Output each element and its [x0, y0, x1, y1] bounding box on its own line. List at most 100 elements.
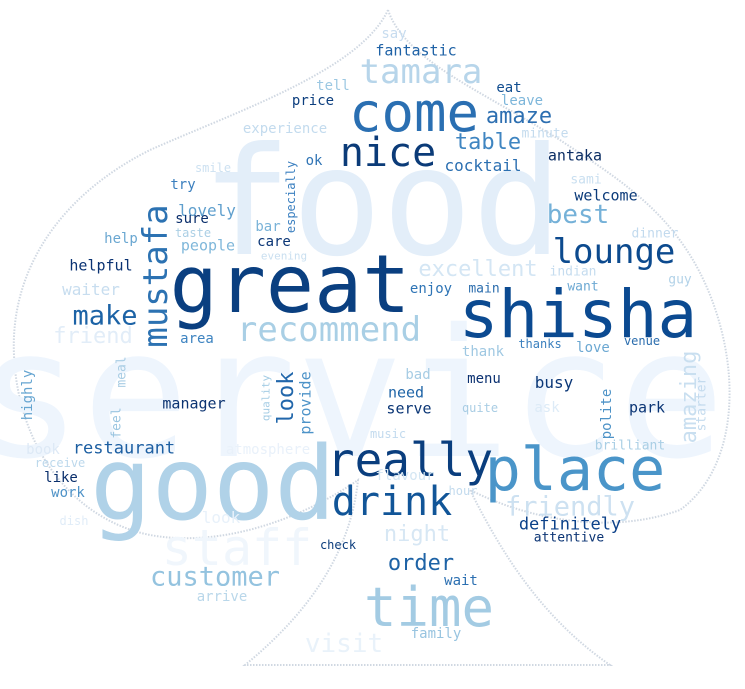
word-come: come: [348, 81, 480, 144]
word-amaze: amaze: [485, 104, 553, 129]
word-friendly: friendly: [504, 491, 636, 523]
word-check: check: [319, 538, 357, 552]
word-drink: drink: [331, 479, 453, 525]
word-evening: evening: [260, 249, 308, 263]
word-look-faint: look: [201, 508, 241, 527]
word-flavour: flavour: [375, 468, 435, 484]
word-work: work: [51, 485, 85, 501]
word-bar: bar: [255, 219, 281, 235]
word-especially: especially: [284, 160, 298, 234]
word-dinner: dinner: [631, 226, 679, 242]
word-people: people: [180, 236, 236, 255]
word-ok: ok: [305, 153, 323, 169]
word-need: need: [387, 383, 425, 402]
word-recommend: recommend: [236, 310, 422, 350]
word-table: table: [454, 130, 522, 155]
word-ask: ask: [534, 400, 560, 416]
word-quite: quite: [461, 401, 499, 415]
word-wait: wait: [444, 573, 478, 589]
word-care: care: [257, 234, 291, 250]
word-antaka: antaka: [547, 146, 603, 165]
word-menu: menu: [467, 371, 501, 387]
word-want: want: [567, 279, 599, 295]
word-tamara: tamara: [359, 52, 483, 92]
word-waiter: waiter: [62, 280, 120, 299]
word-feel: feel: [109, 407, 125, 439]
word-love: love: [576, 340, 610, 356]
word-price: price: [291, 93, 335, 109]
word-highly: highly: [20, 369, 36, 421]
word-help: help: [104, 231, 138, 247]
word-quality: quality: [259, 374, 273, 422]
word-thanks: thanks: [518, 337, 562, 351]
word-indian: indian: [549, 264, 597, 280]
word-say: say: [381, 26, 407, 42]
word-welcome: welcome: [574, 186, 638, 205]
word-hour: hour: [448, 484, 478, 498]
word-busy: busy: [534, 373, 574, 392]
word-receive: receive: [34, 456, 86, 470]
word-atmosphere: atmosphere: [225, 442, 311, 458]
word-enjoy: enjoy: [409, 281, 453, 297]
word-like: like: [44, 470, 78, 486]
word-music: music: [369, 427, 407, 441]
word-meal: meal: [114, 356, 130, 388]
word-time: time: [363, 576, 495, 639]
word-sure: sure: [175, 211, 209, 227]
word-manager: manager: [162, 394, 226, 413]
word-place: place: [484, 435, 666, 505]
word-sami: sami: [570, 172, 602, 188]
word-polite: polite: [599, 388, 615, 440]
word-main: main: [468, 281, 500, 297]
word-mustafa: mustafa: [136, 204, 176, 348]
word-attentive: attentive: [533, 530, 605, 546]
word-bad: bad: [405, 367, 431, 383]
word-visit: visit: [304, 629, 384, 659]
word-cocktail: cocktail: [444, 156, 522, 175]
word-minute: minute: [521, 126, 569, 142]
word-service: service: [0, 291, 726, 498]
word-book: book: [26, 442, 60, 458]
word-look: look: [274, 371, 299, 425]
word-definitely: definitely: [518, 514, 622, 535]
word-smile: smile: [194, 161, 232, 175]
word-family: family: [410, 626, 462, 642]
word-customer: customer: [149, 561, 281, 593]
word-brilliant: brilliant: [594, 438, 666, 454]
word-thank: thank: [461, 344, 505, 360]
word-fantastic: fantastic: [375, 41, 457, 60]
word-lovely: lovely: [178, 201, 236, 220]
word-great: great: [169, 238, 411, 331]
word-restaurant: restaurant: [72, 438, 176, 459]
word-shisha: shisha: [458, 276, 698, 353]
word-area: area: [180, 331, 214, 347]
word-experience: experience: [242, 121, 328, 137]
word-eat: eat: [496, 80, 522, 96]
word-arrive: arrive: [196, 589, 248, 605]
word-try: try: [170, 177, 196, 193]
word-lounge: lounge: [552, 232, 676, 272]
word-taste: taste: [174, 226, 212, 240]
word-staff: staff: [161, 519, 313, 577]
word-tell: tell: [316, 78, 350, 94]
word-order: order: [387, 551, 455, 576]
word-best: best: [546, 200, 610, 230]
word-food: food: [201, 116, 563, 290]
word-helpful: helpful: [69, 256, 133, 275]
word-good: good: [90, 425, 336, 544]
word-make: make: [72, 300, 138, 332]
word-leave: leave: [500, 93, 544, 109]
word-excellent: excellent: [418, 257, 538, 282]
word-night: night: [383, 522, 451, 547]
word-starter: starter: [694, 376, 710, 432]
word-park: park: [628, 398, 666, 417]
word-dish: dish: [59, 514, 89, 528]
word-really: really: [326, 433, 494, 487]
word-serve: serve: [386, 399, 432, 418]
word-friend: friend: [53, 324, 133, 349]
word-guy: guy: [668, 272, 692, 288]
word-venue: venue: [623, 334, 661, 348]
word-provide: provide: [296, 371, 315, 435]
word-nice: nice: [339, 130, 437, 176]
